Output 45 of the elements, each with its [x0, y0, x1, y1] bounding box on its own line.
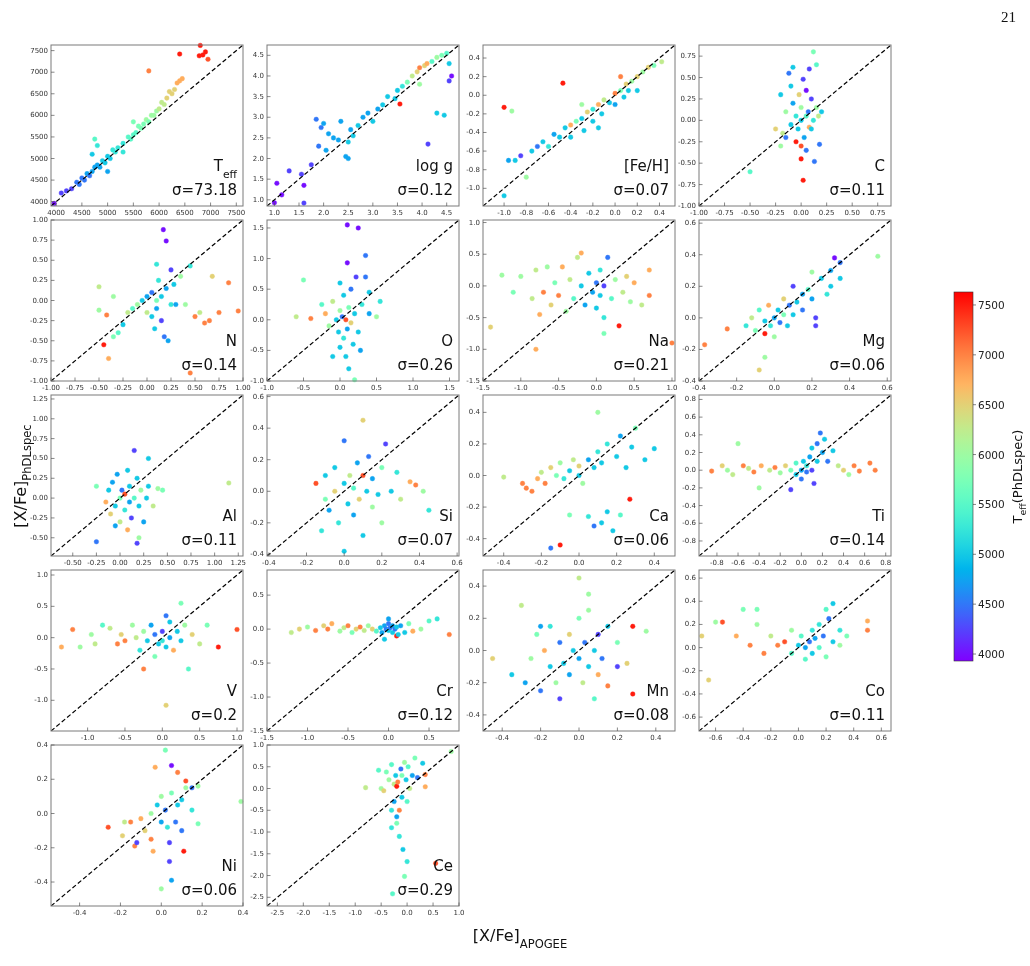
annotation: Si — [439, 507, 453, 525]
text: 21 — [1001, 9, 1016, 25]
annotation: σ=0.06 — [181, 881, 237, 899]
annotation: Cr — [436, 682, 454, 700]
annotation: σ=0.11 — [181, 531, 237, 549]
annotation: C — [874, 157, 885, 175]
color-bar-label: 4000 — [978, 648, 1005, 661]
annotation: σ=0.12 — [397, 706, 453, 724]
annotation: log g — [415, 157, 453, 175]
annotation: Ce — [433, 857, 453, 875]
annotation: N — [225, 332, 237, 350]
annotation: σ=0.14 — [829, 531, 885, 549]
color-bar-label: 5500 — [978, 498, 1005, 511]
annotation: σ=0.26 — [397, 356, 453, 374]
annotation: σ=0.12 — [397, 181, 453, 199]
annotation: Na — [648, 332, 669, 350]
color-bar-label: 6500 — [978, 398, 1005, 411]
annotation: σ=0.07 — [397, 531, 453, 549]
annotation: σ=0.11 — [829, 181, 885, 199]
annotation: Al — [222, 507, 237, 525]
annotation: σ=0.08 — [613, 706, 669, 724]
color-bar-label: 4500 — [978, 598, 1005, 611]
annotation: Mn — [646, 682, 669, 700]
annotation: Mg — [862, 332, 885, 350]
annotation: Ti — [871, 507, 885, 525]
color-bar-label: 7500 — [978, 298, 1005, 311]
annotation: σ=0.06 — [613, 531, 669, 549]
annotation: σ=0.2 — [191, 706, 237, 724]
annotation: Ni — [221, 857, 237, 875]
x-axis-title: [X/Fe]$_{APOGEE}$ — [472, 926, 568, 951]
annotation: σ=0.29 — [397, 881, 453, 899]
annotation: Co — [865, 682, 885, 700]
annotation: σ=0.11 — [829, 706, 885, 724]
annotation: [Fe/H] — [623, 157, 669, 175]
annotation: σ=0.06 — [829, 356, 885, 374]
annotation: T$_{eff}$ — [212, 157, 238, 181]
annotation: O — [441, 332, 453, 350]
annotation: σ=0.14 — [181, 356, 237, 374]
annotation: V — [226, 682, 238, 700]
annotation: σ=73.18 — [171, 181, 237, 199]
annotation: σ=0.21 — [613, 356, 669, 374]
color-bar-label: 7000 — [978, 348, 1005, 361]
annotation: σ=0.07 — [613, 181, 669, 199]
color-bar-label: 6000 — [978, 448, 1005, 461]
annotation: Ca — [649, 507, 669, 525]
